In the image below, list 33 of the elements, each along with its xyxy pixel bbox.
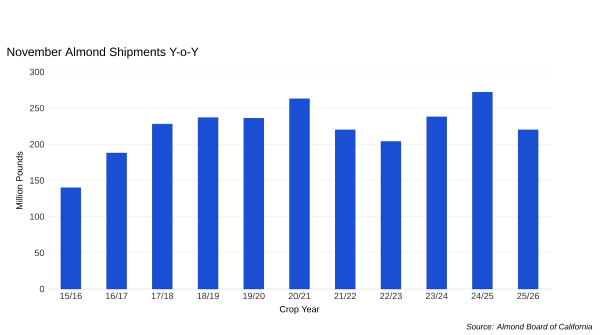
x-tick-label: 25/26 — [517, 292, 540, 300]
bar — [380, 141, 402, 290]
x-tick-label: 16/17 — [106, 292, 128, 300]
chart-title: November Almond Shipments Y-o-Y — [8, 47, 199, 58]
bar — [106, 152, 127, 290]
bar — [244, 118, 264, 290]
y-tick-label: 0 — [40, 286, 44, 292]
bar — [198, 117, 218, 290]
x-tick-label: 18/19 — [197, 292, 219, 300]
x-tick-label: 21/22 — [334, 292, 356, 300]
y-tick-label: 300 — [30, 68, 44, 76]
x-tick-label: 23/24 — [426, 292, 448, 300]
bar — [335, 130, 356, 290]
bar — [518, 130, 538, 290]
source-note: Source: Almond Board of California — [466, 324, 592, 330]
bar — [472, 92, 493, 290]
x-tick-label: 15/16 — [60, 292, 82, 300]
y-tick-label: 250 — [30, 104, 44, 112]
x-tick-label: 17/18 — [152, 292, 174, 300]
y-axis-title: Million Pounds — [16, 152, 23, 210]
y-tick-label: 100 — [30, 213, 44, 220]
y-tick-label: 200 — [30, 141, 44, 148]
x-tick-label: 24/25 — [472, 292, 494, 300]
x-tick-label: 20/21 — [288, 292, 310, 300]
bar — [289, 98, 310, 290]
bar — [60, 188, 82, 290]
y-tick-label: 50 — [34, 250, 44, 256]
x-axis-title: Crop Year — [280, 306, 320, 314]
bar — [426, 116, 447, 290]
x-tick-label: 19/20 — [243, 292, 265, 300]
x-tick-label: 22/23 — [380, 292, 402, 300]
y-tick-label: 150 — [30, 177, 44, 184]
bar — [152, 124, 173, 290]
